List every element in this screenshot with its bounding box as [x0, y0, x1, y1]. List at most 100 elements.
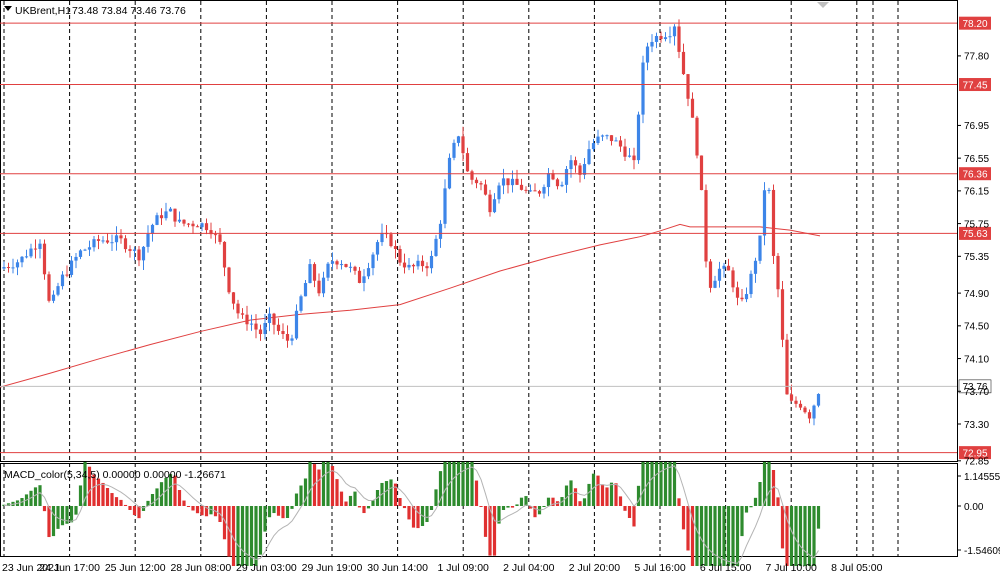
price-tick-label: 73.70 — [964, 387, 989, 398]
macd-bar — [330, 466, 335, 506]
price-tick-label: 72.85 — [964, 457, 989, 468]
macd-bar — [515, 504, 519, 506]
macd-bar — [69, 506, 74, 523]
macd-bar — [479, 506, 483, 507]
macd-bar — [690, 506, 695, 566]
level-label: 75.63 — [962, 229, 987, 240]
macd-bar — [744, 506, 749, 513]
macd-bar — [470, 462, 474, 506]
corner-triangle-icon[interactable] — [817, 2, 829, 8]
price-tick-label: 74.90 — [964, 289, 989, 300]
macd-bar — [191, 506, 195, 511]
candle-body — [276, 324, 281, 332]
candle-body — [380, 232, 384, 243]
macd-bar — [713, 506, 717, 566]
macd-bar — [668, 462, 672, 506]
macd-bar — [533, 506, 537, 518]
candle-body — [20, 256, 24, 263]
candle-body — [578, 165, 582, 175]
macd-legend: MACD_color(5,34,5) 0.00000 0.00000 -1.26… — [4, 469, 226, 481]
candle-body — [569, 160, 573, 170]
macd-bar — [474, 480, 479, 506]
candlestick-series — [2, 19, 821, 426]
macd-bar — [110, 493, 114, 506]
macd-bar — [510, 506, 515, 508]
macd-bar — [488, 506, 492, 556]
candle-body — [677, 26, 681, 52]
candle-body — [776, 255, 780, 290]
time-tick-label: 30 Jun 14:00 — [367, 562, 428, 574]
macd-bar — [803, 506, 807, 566]
candle-body — [632, 155, 636, 161]
macd-bar — [546, 497, 551, 506]
macd-bar — [164, 477, 168, 506]
macd-bar — [150, 494, 155, 506]
candle-body — [609, 135, 614, 142]
macd-bar — [704, 506, 708, 566]
current-price-box — [958, 379, 992, 394]
horizontal-levels[interactable]: 78.20 77.45 76.36 75.63 72.95 73.76 — [0, 16, 992, 460]
price-tick-label: 76.95 — [964, 121, 989, 132]
macd-bar — [60, 506, 65, 526]
candle-body — [533, 190, 537, 192]
candle-body — [200, 223, 204, 228]
candle-body — [614, 140, 618, 142]
macd-bar — [42, 506, 47, 512]
candle-body — [731, 270, 735, 288]
candle-body — [573, 160, 578, 166]
time-tick-label: 7 Jul 10:00 — [766, 562, 818, 574]
macd-bar — [326, 462, 330, 506]
candle-body — [281, 331, 285, 335]
time-tick-label: 29 Jun 19:00 — [302, 562, 363, 574]
candle-body — [447, 157, 452, 189]
candle-body — [101, 240, 105, 242]
macd-bar — [740, 506, 744, 537]
candle-body — [375, 242, 380, 255]
macd-bar — [605, 487, 609, 506]
candle-body — [182, 219, 186, 224]
macd-bar — [416, 506, 420, 529]
candle-body — [506, 178, 510, 186]
macd-bar — [182, 500, 186, 506]
macd-bar — [578, 501, 582, 506]
candle-body — [695, 117, 699, 156]
candle-body — [393, 246, 398, 249]
candle-body — [128, 249, 132, 251]
macd-bar — [699, 506, 704, 566]
macd-bar — [137, 506, 141, 519]
price-tick-label: 76.55 — [964, 154, 989, 165]
candle-body — [582, 164, 587, 175]
price-tick-label: 75.35 — [964, 252, 989, 263]
time-tick-label: 29 Jun 03:00 — [236, 562, 297, 574]
macd-bar — [335, 479, 339, 506]
macd-bar — [497, 506, 501, 524]
macd-bar — [186, 506, 191, 507]
macd-bar — [249, 506, 254, 566]
price-tick-label: 76.15 — [964, 187, 989, 198]
macd-bar — [236, 506, 240, 566]
level-label: 78.20 — [962, 19, 987, 30]
candle-body — [366, 268, 371, 277]
candle-body — [168, 208, 173, 212]
macd-bar — [411, 506, 416, 528]
macd-bar — [344, 501, 348, 506]
candle-body — [645, 46, 650, 63]
triangle-down-icon[interactable] — [4, 6, 12, 11]
candle-body — [591, 143, 596, 150]
macd-bar — [443, 462, 447, 506]
macd-bar — [263, 506, 267, 532]
macd-bar — [321, 462, 326, 506]
macd-bar — [753, 497, 758, 506]
macd-bar — [636, 485, 641, 506]
macd-bar — [209, 506, 213, 515]
macd-bar — [353, 491, 357, 506]
macd-bar — [816, 506, 821, 529]
macd-bar — [254, 506, 258, 566]
candle-body — [177, 219, 182, 222]
candle-body — [389, 234, 393, 247]
macd-bar — [596, 475, 600, 506]
macd-bar — [258, 506, 263, 555]
candle-body — [483, 184, 488, 195]
